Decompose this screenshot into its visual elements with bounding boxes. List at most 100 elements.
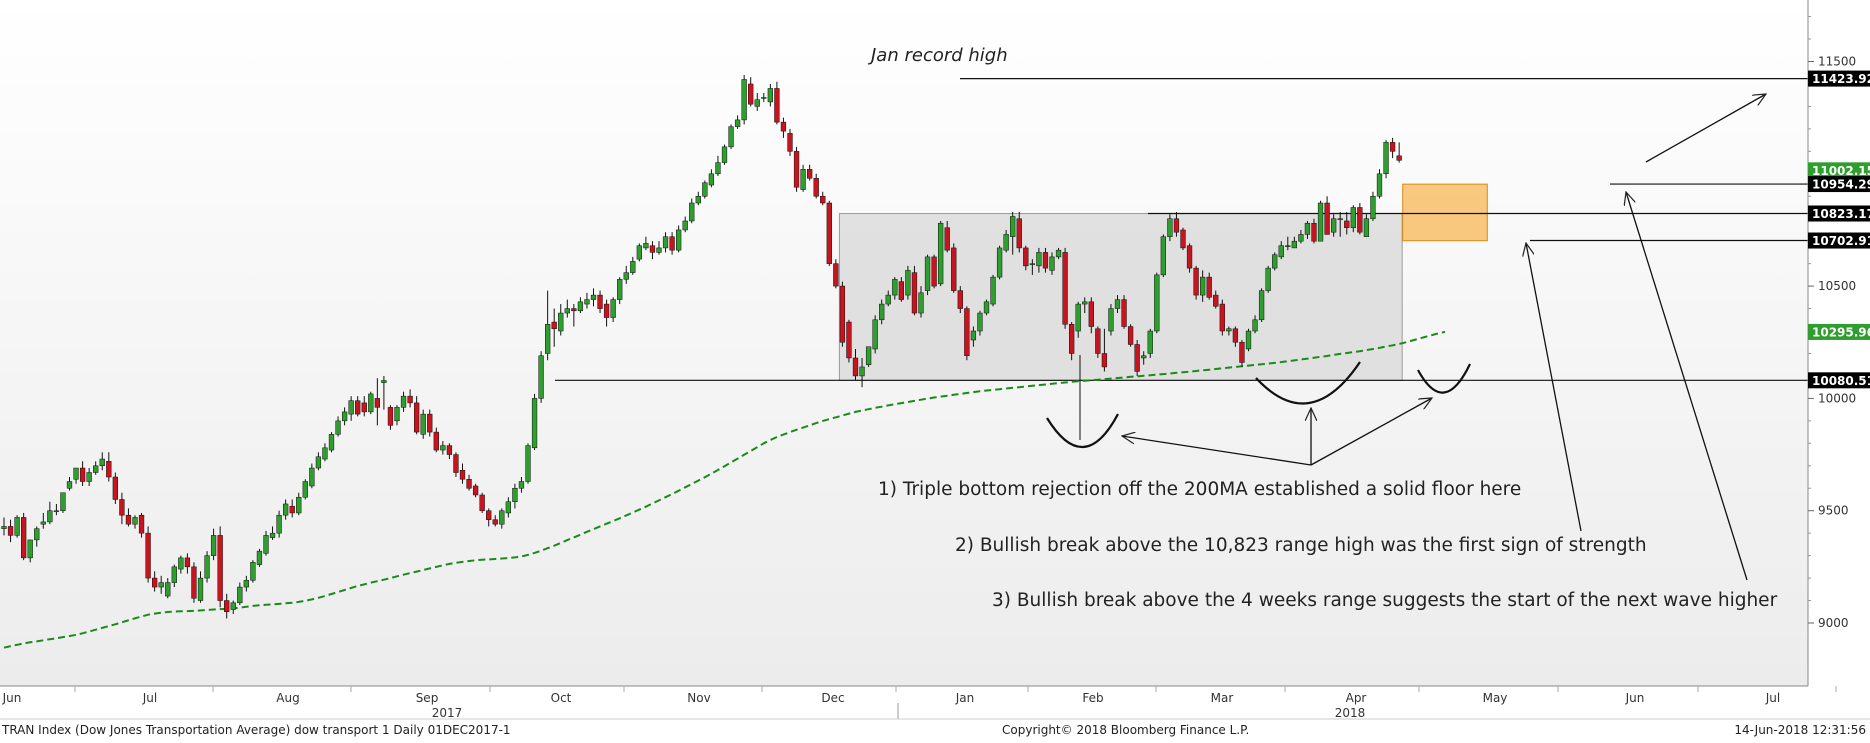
candle-body	[577, 301, 584, 312]
candle	[545, 290, 551, 361]
candle	[538, 351, 544, 403]
candle-body	[1278, 245, 1284, 258]
candle	[1055, 247, 1062, 260]
candle	[250, 560, 256, 583]
candle	[774, 81, 780, 125]
candle-body	[472, 485, 479, 496]
candle-body	[125, 514, 132, 525]
candle-body	[60, 492, 66, 511]
candle-body	[695, 196, 701, 204]
candle	[689, 198, 695, 224]
candle-body	[538, 355, 544, 399]
candle-body	[152, 577, 158, 588]
candle-body	[970, 330, 977, 341]
candle-body	[1, 526, 7, 529]
candle	[898, 277, 905, 302]
price-tag-label: 11423.92	[1812, 72, 1870, 86]
candle	[1291, 236, 1297, 249]
candle	[99, 452, 105, 471]
price-tag: 11002.15	[1808, 162, 1870, 179]
candle	[387, 405, 394, 430]
candle	[1272, 252, 1278, 271]
candle-body	[741, 79, 747, 121]
candle	[1298, 229, 1304, 244]
candle-body	[230, 602, 236, 610]
candle-body	[996, 247, 1003, 278]
candle-body	[269, 532, 276, 538]
candle	[1173, 211, 1180, 237]
candle	[754, 92, 760, 111]
price-tag: 10080.51	[1808, 372, 1870, 389]
candle	[34, 526, 40, 547]
candle	[1383, 140, 1389, 179]
candle-body	[1108, 308, 1114, 332]
candle	[243, 575, 249, 592]
price-tag-label: 10080.51	[1812, 374, 1870, 388]
candle-body	[603, 303, 610, 318]
candle-body	[119, 499, 125, 516]
candle-body	[1095, 328, 1101, 354]
candle-body	[263, 535, 269, 554]
candle-body	[1121, 299, 1127, 327]
annotation-2: 2) Bullish break above the 10,823 range …	[955, 535, 1647, 556]
candle	[466, 474, 472, 491]
candle	[197, 571, 204, 603]
candle	[1134, 340, 1140, 376]
candle-body	[1304, 222, 1311, 235]
candle	[1167, 214, 1173, 242]
candle	[767, 83, 774, 107]
bottom-arc-2	[1255, 361, 1361, 405]
candle	[1245, 328, 1252, 352]
candle	[53, 503, 60, 516]
candle-body	[833, 263, 839, 287]
candle-body	[1049, 256, 1055, 271]
candle	[191, 562, 197, 603]
candle	[525, 443, 531, 484]
x-month-label: Aug	[276, 691, 299, 705]
candle-body	[1239, 342, 1245, 363]
candle	[322, 443, 328, 462]
candle	[1239, 340, 1245, 367]
candle-body	[793, 151, 800, 188]
price-tag: 11423.92	[1808, 70, 1870, 87]
candle	[938, 220, 944, 287]
candle	[1062, 247, 1068, 329]
candle-body	[296, 496, 302, 514]
candle	[1154, 272, 1160, 334]
x-month-label: Mar	[1211, 691, 1234, 705]
candle	[66, 477, 73, 491]
candle	[669, 232, 675, 255]
candle-body	[1029, 263, 1035, 265]
candle	[996, 245, 1003, 280]
candle	[787, 128, 793, 156]
candle-body	[1265, 267, 1271, 291]
candle-body	[165, 582, 171, 597]
x-month-label: Jun	[1625, 691, 1645, 705]
candle	[1219, 299, 1225, 336]
candle	[590, 288, 597, 307]
candle	[1350, 205, 1356, 233]
bottom-arc-1	[1046, 413, 1119, 449]
y-tick-label: 10000	[1818, 391, 1856, 405]
candle-body	[217, 535, 223, 601]
x-month-label: Feb	[1082, 691, 1103, 705]
candle	[702, 180, 708, 199]
candle-body	[820, 196, 826, 204]
candle-body	[872, 319, 878, 350]
candle	[145, 526, 151, 583]
candle-body	[1042, 252, 1049, 269]
candle-body	[1232, 328, 1239, 343]
candle-body	[525, 445, 531, 482]
candle	[1193, 265, 1199, 300]
candle-body	[531, 398, 538, 449]
candle-body	[708, 173, 715, 186]
candle	[721, 144, 728, 165]
candle-body	[1213, 294, 1219, 307]
candle	[1042, 247, 1049, 273]
candle-body	[1376, 173, 1383, 197]
candle-body	[774, 88, 780, 123]
price-tag-box	[1808, 372, 1870, 389]
candle	[1010, 211, 1016, 255]
candle-body	[545, 324, 551, 354]
